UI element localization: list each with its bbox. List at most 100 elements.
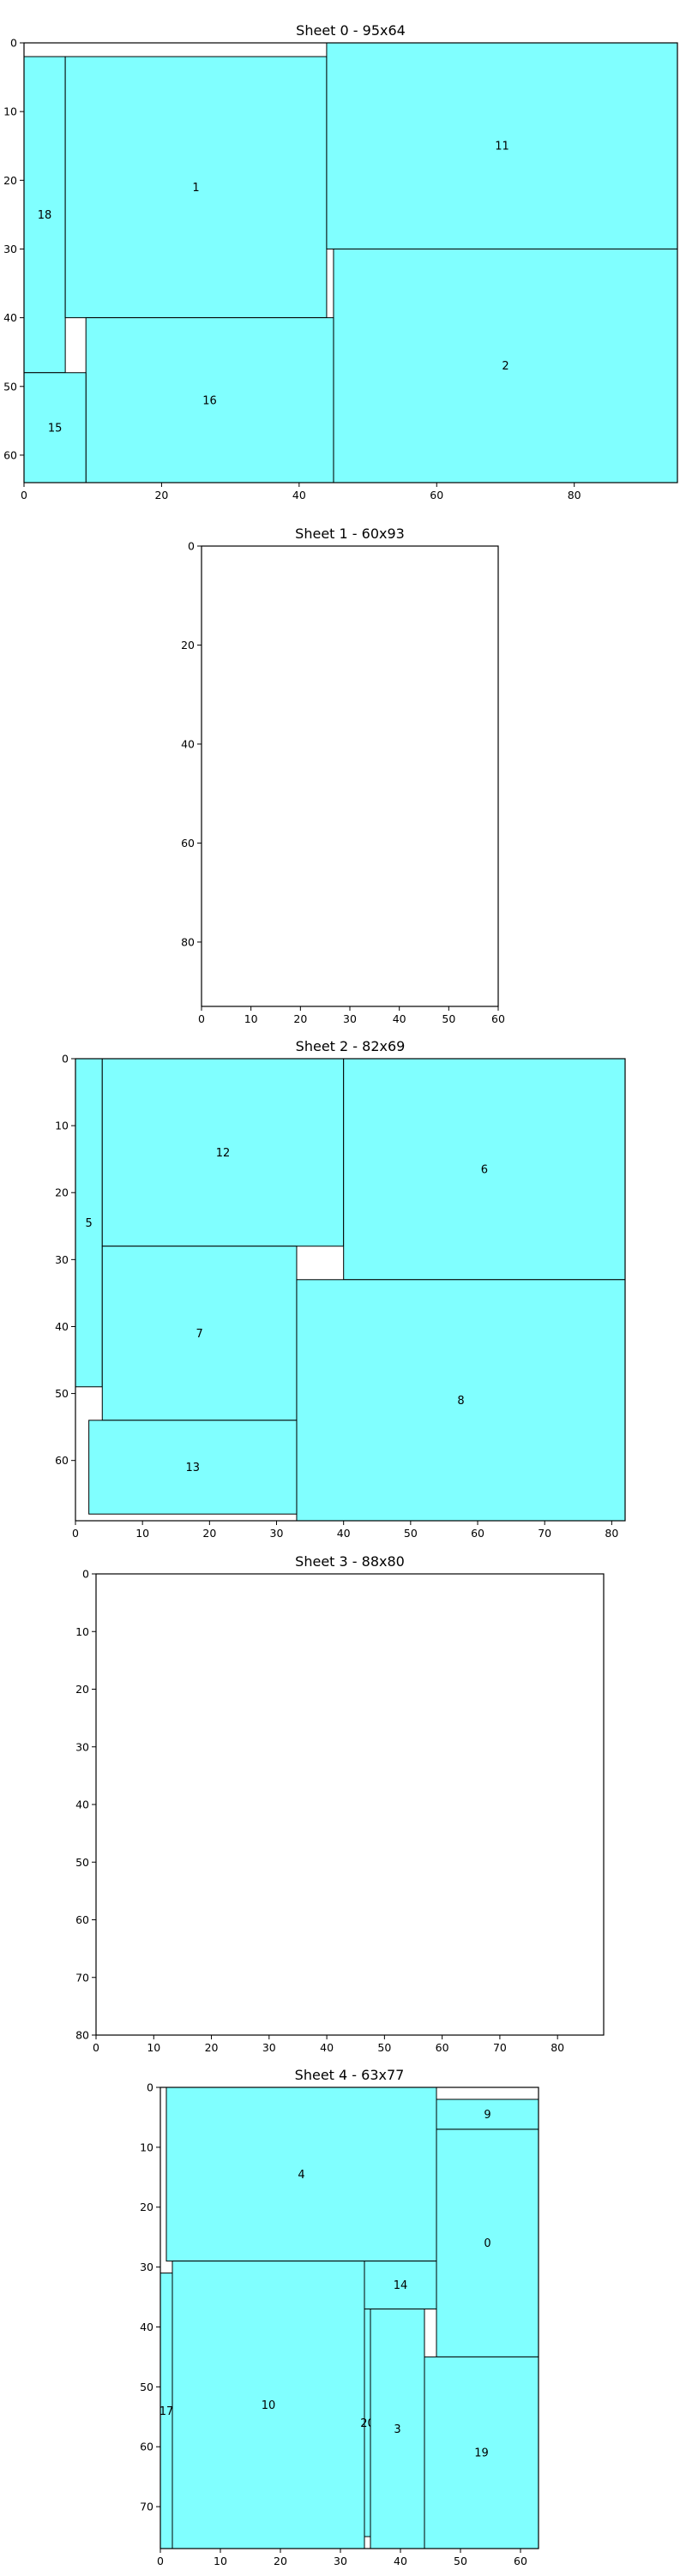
chart-title: Sheet 0 - 95x64 <box>296 22 406 39</box>
y-tick-label: 50 <box>75 1856 89 1869</box>
piece-rect-13 <box>88 1420 298 1515</box>
piece-label-0: 0 <box>484 2237 490 2250</box>
y-tick-label: 0 <box>62 1053 69 1066</box>
y-tick-label: 0 <box>188 540 195 553</box>
x-tick-label: 20 <box>202 1527 216 1540</box>
x-tick-label: 20 <box>154 489 168 501</box>
x-tick-label: 0 <box>157 2555 164 2567</box>
x-tick-label: 10 <box>135 1527 149 1540</box>
y-tick-label: 20 <box>181 639 195 652</box>
x-tick-label: 80 <box>551 2041 564 2054</box>
x-tick-label: 50 <box>377 2041 391 2054</box>
x-tick-label: 20 <box>293 1012 307 1025</box>
piece-label-7: 7 <box>196 1328 202 1341</box>
piece-rect-2 <box>333 248 678 483</box>
piece-rect-18 <box>23 56 66 374</box>
piece-label-17: 17 <box>159 2405 174 2418</box>
sheet-chart-4: Sheet 4 - 63x77 4 9 0 14 17 10 20 3 19 0 10 20 30 40 50… <box>140 2067 539 2567</box>
x-tick-label: 20 <box>274 2555 287 2567</box>
y-tick-label: 50 <box>140 2381 153 2393</box>
x-tick-label: 60 <box>471 1527 484 1540</box>
piece-label-15: 15 <box>48 422 63 435</box>
sheet-chart-2: Sheet 2 - 82x69 5 12 6 7 8 13 0 10 20 30 40 50 60 70 80… <box>55 1038 626 1540</box>
y-tick-label: 30 <box>75 1740 89 1753</box>
x-tick-label: 80 <box>605 1527 618 1540</box>
y-tick-label: 10 <box>140 2141 153 2153</box>
y-tick-label: 40 <box>55 1320 69 1333</box>
piece-label-4: 4 <box>298 2169 304 2182</box>
x-tick-label: 70 <box>493 2041 507 2054</box>
y-tick-label: 20 <box>55 1186 69 1199</box>
y-tick-label: 10 <box>75 1625 89 1638</box>
x-tick-label: 40 <box>394 2555 407 2567</box>
x-tick-label: 60 <box>430 489 443 501</box>
piece-label-10: 10 <box>262 2399 276 2412</box>
piece-rect-12 <box>101 1058 345 1247</box>
piece-label-1: 1 <box>192 182 199 195</box>
x-tick-label: 30 <box>270 1527 284 1540</box>
y-tick-label: 0 <box>82 1568 89 1581</box>
chart-title: Sheet 4 - 63x77 <box>295 2067 405 2083</box>
piece-label-8: 8 <box>457 1395 464 1408</box>
piece-label-3: 3 <box>394 2423 400 2436</box>
piece-label-2: 2 <box>502 360 508 373</box>
y-tick-label: 30 <box>140 2261 153 2273</box>
y-tick-label: 40 <box>75 1798 89 1811</box>
y-tick-label: 0 <box>10 37 17 50</box>
x-tick-label: 30 <box>334 2555 347 2567</box>
y-tick-label: 70 <box>75 1971 89 1984</box>
piece-rect-3 <box>370 2309 425 2549</box>
x-tick-label: 10 <box>147 2041 160 2054</box>
y-tick-label: 10 <box>55 1120 69 1132</box>
piece-rect-9 <box>436 2099 539 2130</box>
piece-rect-6 <box>343 1058 626 1281</box>
y-tick-label: 40 <box>181 737 195 750</box>
x-tick-label: 30 <box>262 2041 276 2054</box>
y-tick-label: 20 <box>140 2201 153 2213</box>
y-tick-label: 60 <box>3 448 17 461</box>
piece-label-5: 5 <box>85 1217 92 1230</box>
x-tick-label: 20 <box>205 2041 219 2054</box>
y-tick-label: 60 <box>55 1454 69 1467</box>
y-tick-label: 60 <box>181 837 195 850</box>
sheet-chart-3: Sheet 3 - 88x80 0 10 20 30 40 50 60 70 80 0 10 20 30 4… <box>75 1553 605 2054</box>
y-tick-label: 20 <box>3 174 17 187</box>
piece-label-14: 14 <box>394 2279 408 2292</box>
x-tick-label: 40 <box>337 1527 351 1540</box>
y-tick-label: 0 <box>147 2081 153 2094</box>
piece-rect-4 <box>165 2087 437 2262</box>
x-tick-label: 60 <box>491 1012 505 1025</box>
x-tick-label: 40 <box>292 489 306 501</box>
axes-frame <box>23 42 678 483</box>
chart-title: Sheet 2 - 82x69 <box>296 1038 406 1054</box>
y-tick-label: 30 <box>3 243 17 255</box>
x-tick-label: 50 <box>454 2555 467 2567</box>
axes-frame <box>159 2087 539 2549</box>
axes-frame <box>75 1058 626 1522</box>
piece-label-11: 11 <box>495 141 509 153</box>
y-tick-label: 20 <box>75 1683 89 1696</box>
piece-rect-10 <box>172 2261 365 2549</box>
piece-label-9: 9 <box>484 2109 490 2122</box>
x-tick-label: 10 <box>214 2555 227 2567</box>
y-tick-label: 60 <box>140 2441 153 2453</box>
piece-label-12: 12 <box>216 1147 231 1160</box>
y-tick-label: 50 <box>3 380 17 393</box>
piece-label-13: 13 <box>186 1462 201 1474</box>
plot-area <box>202 546 498 1006</box>
x-tick-label: 0 <box>93 2041 99 2054</box>
piece-rect-1 <box>64 56 328 319</box>
chart-title: Sheet 1 - 60x93 <box>295 525 405 542</box>
plot-area <box>96 1574 604 2035</box>
sheet-chart-1: Sheet 1 - 60x93 0 10 20 30 40 50 60 0 20 40 60 80 <box>181 525 505 1025</box>
y-tick-label: 80 <box>181 935 195 948</box>
piece-rect-11 <box>326 42 678 249</box>
y-tick-label: 80 <box>75 2029 89 2042</box>
x-tick-label: 0 <box>198 1012 205 1025</box>
x-tick-label: 30 <box>343 1012 357 1025</box>
x-tick-label: 60 <box>436 2041 449 2054</box>
piece-rect-8 <box>296 1279 626 1522</box>
y-tick-label: 50 <box>55 1387 69 1400</box>
